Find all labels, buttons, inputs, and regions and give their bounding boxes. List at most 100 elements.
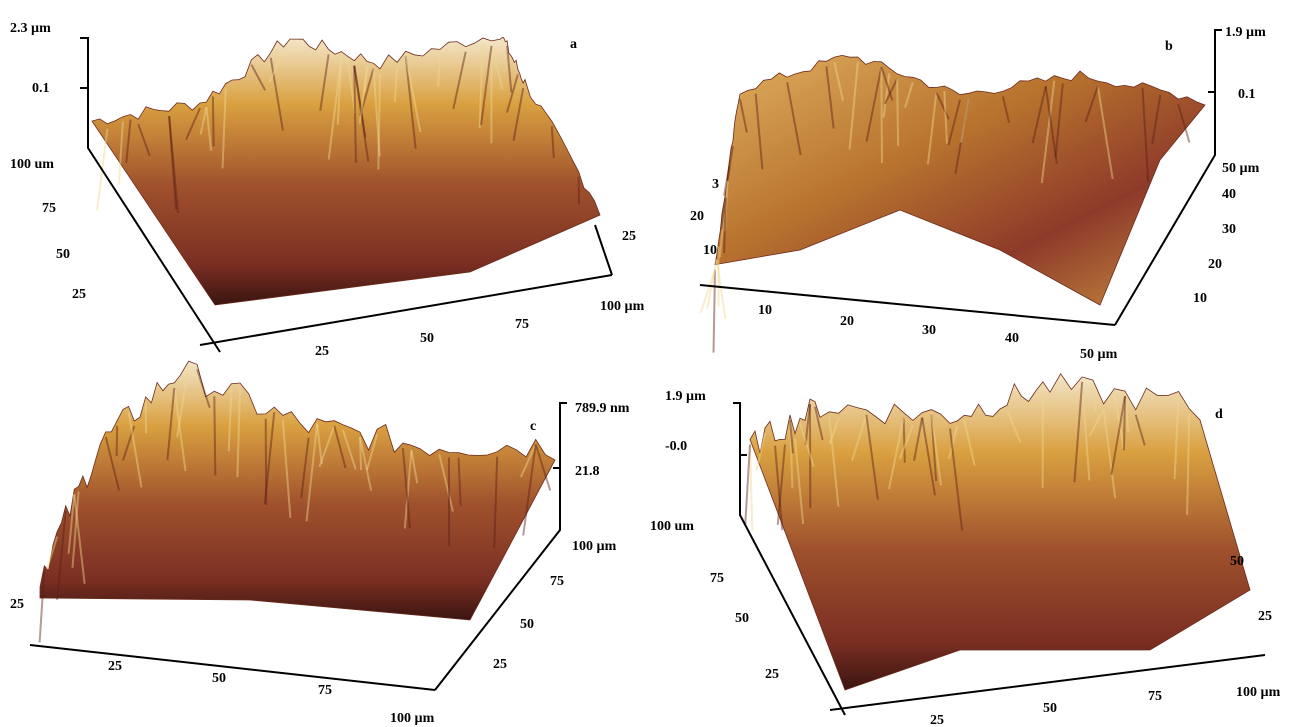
panel-d: d 1.9 µm -0.0 100 um 75 50 25 25 50 75 1… — [650, 389, 1281, 727]
texture — [71, 491, 80, 568]
texture — [1091, 384, 1097, 413]
texture — [1186, 413, 1191, 515]
panel-label: a — [570, 37, 577, 52]
texture — [794, 438, 805, 525]
texture — [851, 414, 868, 461]
texture — [318, 425, 336, 468]
texture — [452, 51, 467, 110]
axis-label: 10 — [703, 243, 717, 258]
surfaces — [38, 37, 1251, 691]
texture — [358, 66, 369, 124]
texture — [749, 444, 754, 532]
texture — [127, 411, 143, 488]
axis-label: 25 — [765, 667, 779, 682]
texture — [949, 428, 964, 531]
texture — [935, 92, 950, 120]
axis-label: 10 — [758, 303, 772, 318]
texture — [804, 403, 811, 445]
texture — [125, 119, 132, 164]
surface — [714, 54, 1206, 306]
texture — [1006, 409, 1022, 443]
axes — [29, 402, 567, 691]
texture — [1134, 414, 1146, 446]
texture — [1088, 408, 1105, 437]
texture — [522, 444, 537, 536]
z-label: -0.0 — [665, 439, 687, 454]
texture — [393, 67, 399, 103]
texture — [268, 51, 285, 83]
texture — [720, 197, 727, 230]
z-label: 0.1 — [32, 81, 50, 96]
texture — [122, 425, 136, 461]
z-label: 1.9 µm — [665, 389, 706, 404]
texture — [1177, 103, 1191, 143]
axis-label: 25 — [493, 657, 507, 672]
texture — [438, 453, 454, 512]
texture — [706, 259, 718, 309]
texture — [196, 369, 211, 409]
texture — [104, 436, 121, 491]
texture — [363, 66, 369, 93]
panel-label: b — [1165, 39, 1173, 54]
texture — [865, 414, 879, 500]
texture — [281, 420, 292, 518]
texture — [333, 425, 347, 469]
texture — [67, 494, 76, 554]
axis-label: 50 µm — [1222, 161, 1260, 176]
texture — [755, 432, 766, 471]
z-label: 21.8 — [575, 464, 600, 479]
texture — [506, 45, 513, 93]
texture — [519, 443, 537, 478]
texture — [825, 66, 835, 129]
z-label: 789.9 nm — [575, 401, 630, 416]
texture — [926, 92, 938, 165]
texture — [176, 366, 190, 438]
texture — [166, 387, 176, 461]
texture — [300, 437, 310, 499]
texture — [904, 81, 914, 108]
axis-label: 25 — [72, 287, 86, 302]
texture — [723, 181, 729, 232]
texture — [943, 90, 948, 144]
z-label: 2.3 µm — [10, 21, 51, 36]
texture — [814, 406, 824, 441]
texture — [341, 429, 357, 470]
axis-label: 75 — [550, 574, 564, 589]
axis-label: 75 — [710, 571, 724, 586]
texture — [221, 88, 227, 169]
texture — [205, 106, 213, 151]
texture — [1040, 80, 1056, 184]
texture — [437, 54, 441, 87]
texture — [1124, 396, 1130, 433]
texture — [401, 447, 411, 529]
texture — [236, 387, 241, 478]
texture — [828, 417, 840, 445]
texture — [1173, 396, 1180, 480]
texture — [353, 65, 367, 138]
texture — [1054, 83, 1064, 158]
texture — [359, 436, 373, 491]
texture — [336, 56, 343, 125]
texture — [1081, 381, 1091, 481]
texture — [913, 417, 924, 461]
texture — [1044, 86, 1058, 164]
texture — [1122, 396, 1126, 451]
texture — [173, 387, 187, 472]
texture — [227, 388, 233, 452]
texture — [718, 197, 727, 258]
texture — [505, 74, 519, 113]
panel-c: c 789.9 nm 21.8 25 25 50 75 100 µm 100 µ… — [10, 401, 630, 726]
axis-label: 100 µm — [600, 299, 645, 314]
texture — [833, 61, 844, 101]
texture — [327, 56, 343, 160]
axis-label: 25 — [10, 597, 24, 612]
texture — [211, 96, 215, 147]
axis-label: 50 — [520, 617, 534, 632]
axis-label: 100 um — [650, 519, 694, 534]
texture — [316, 423, 323, 465]
texture — [168, 116, 179, 213]
texture — [457, 457, 462, 507]
texture — [478, 42, 484, 129]
axis-label: 50 — [1043, 701, 1057, 716]
texture — [269, 57, 284, 131]
